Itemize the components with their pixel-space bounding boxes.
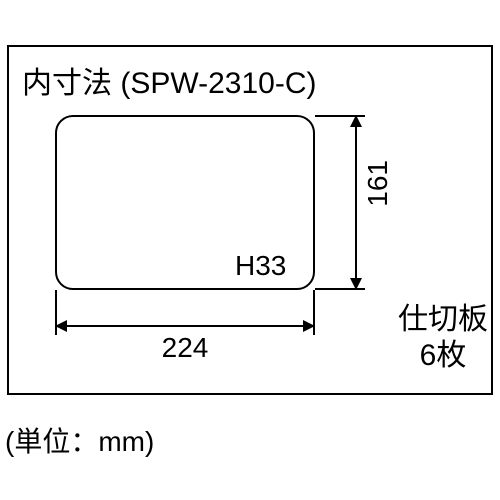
diagram-title: 内寸法 (SPW-2310-C)	[22, 58, 317, 102]
side-text-line1: 仕切板	[398, 302, 488, 338]
height-h-label: H33	[235, 250, 286, 282]
side-text-line2: 6枚	[398, 338, 488, 374]
width-dimension-arrow	[57, 325, 313, 327]
width-dimension-value: 224	[55, 332, 315, 364]
divider-count-text: 仕切板 6枚	[398, 302, 488, 374]
unit-label: (単位：mm)	[5, 420, 154, 460]
height-dimension-arrow	[355, 117, 357, 288]
height-dimension-value: 161	[362, 160, 394, 207]
